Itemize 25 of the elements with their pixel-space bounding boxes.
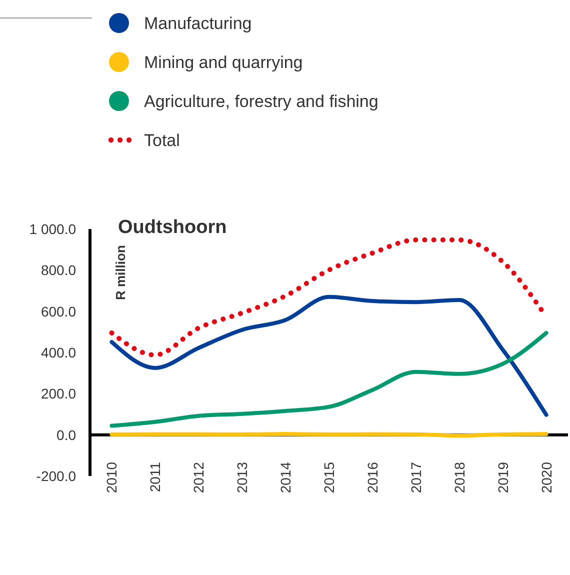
x-tick-label: 2010 (104, 462, 120, 494)
x-tick-label: 2015 (321, 462, 337, 494)
legend-label: Agriculture, forestry and fishing (144, 92, 378, 111)
y-tick-label: 400.0 (40, 344, 76, 360)
y-tick-label: 800.0 (40, 262, 76, 278)
y-tick-label: 0.0 (56, 426, 76, 443)
x-tick-label: 2019 (494, 462, 511, 494)
legend-label: Total (144, 131, 180, 150)
chart-title: Oudtshoorn (118, 217, 227, 238)
y-tick-label: 600.0 (40, 303, 76, 320)
y-axis-title: R million (113, 245, 128, 300)
x-tick-label: 2011 (147, 462, 164, 492)
x-tick-label: 2016 (364, 462, 380, 494)
y-tick-label: -200.0 (36, 468, 76, 484)
legend-label: Mining and quarrying (144, 53, 303, 72)
line-series (110, 330, 548, 428)
legend-label: Manufacturing (144, 14, 252, 33)
y-tick-label: 1 000.0 (29, 221, 76, 237)
y-tick-label: 200.0 (40, 386, 76, 402)
x-tick-label: 2013 (234, 462, 250, 494)
x-tick-label: 2017 (408, 462, 424, 494)
x-tick-label: 2018 (451, 462, 468, 494)
x-tick-label: 2014 (278, 462, 294, 494)
x-tick-label: 2012 (190, 462, 207, 494)
x-tick-label: 2020 (538, 462, 554, 494)
